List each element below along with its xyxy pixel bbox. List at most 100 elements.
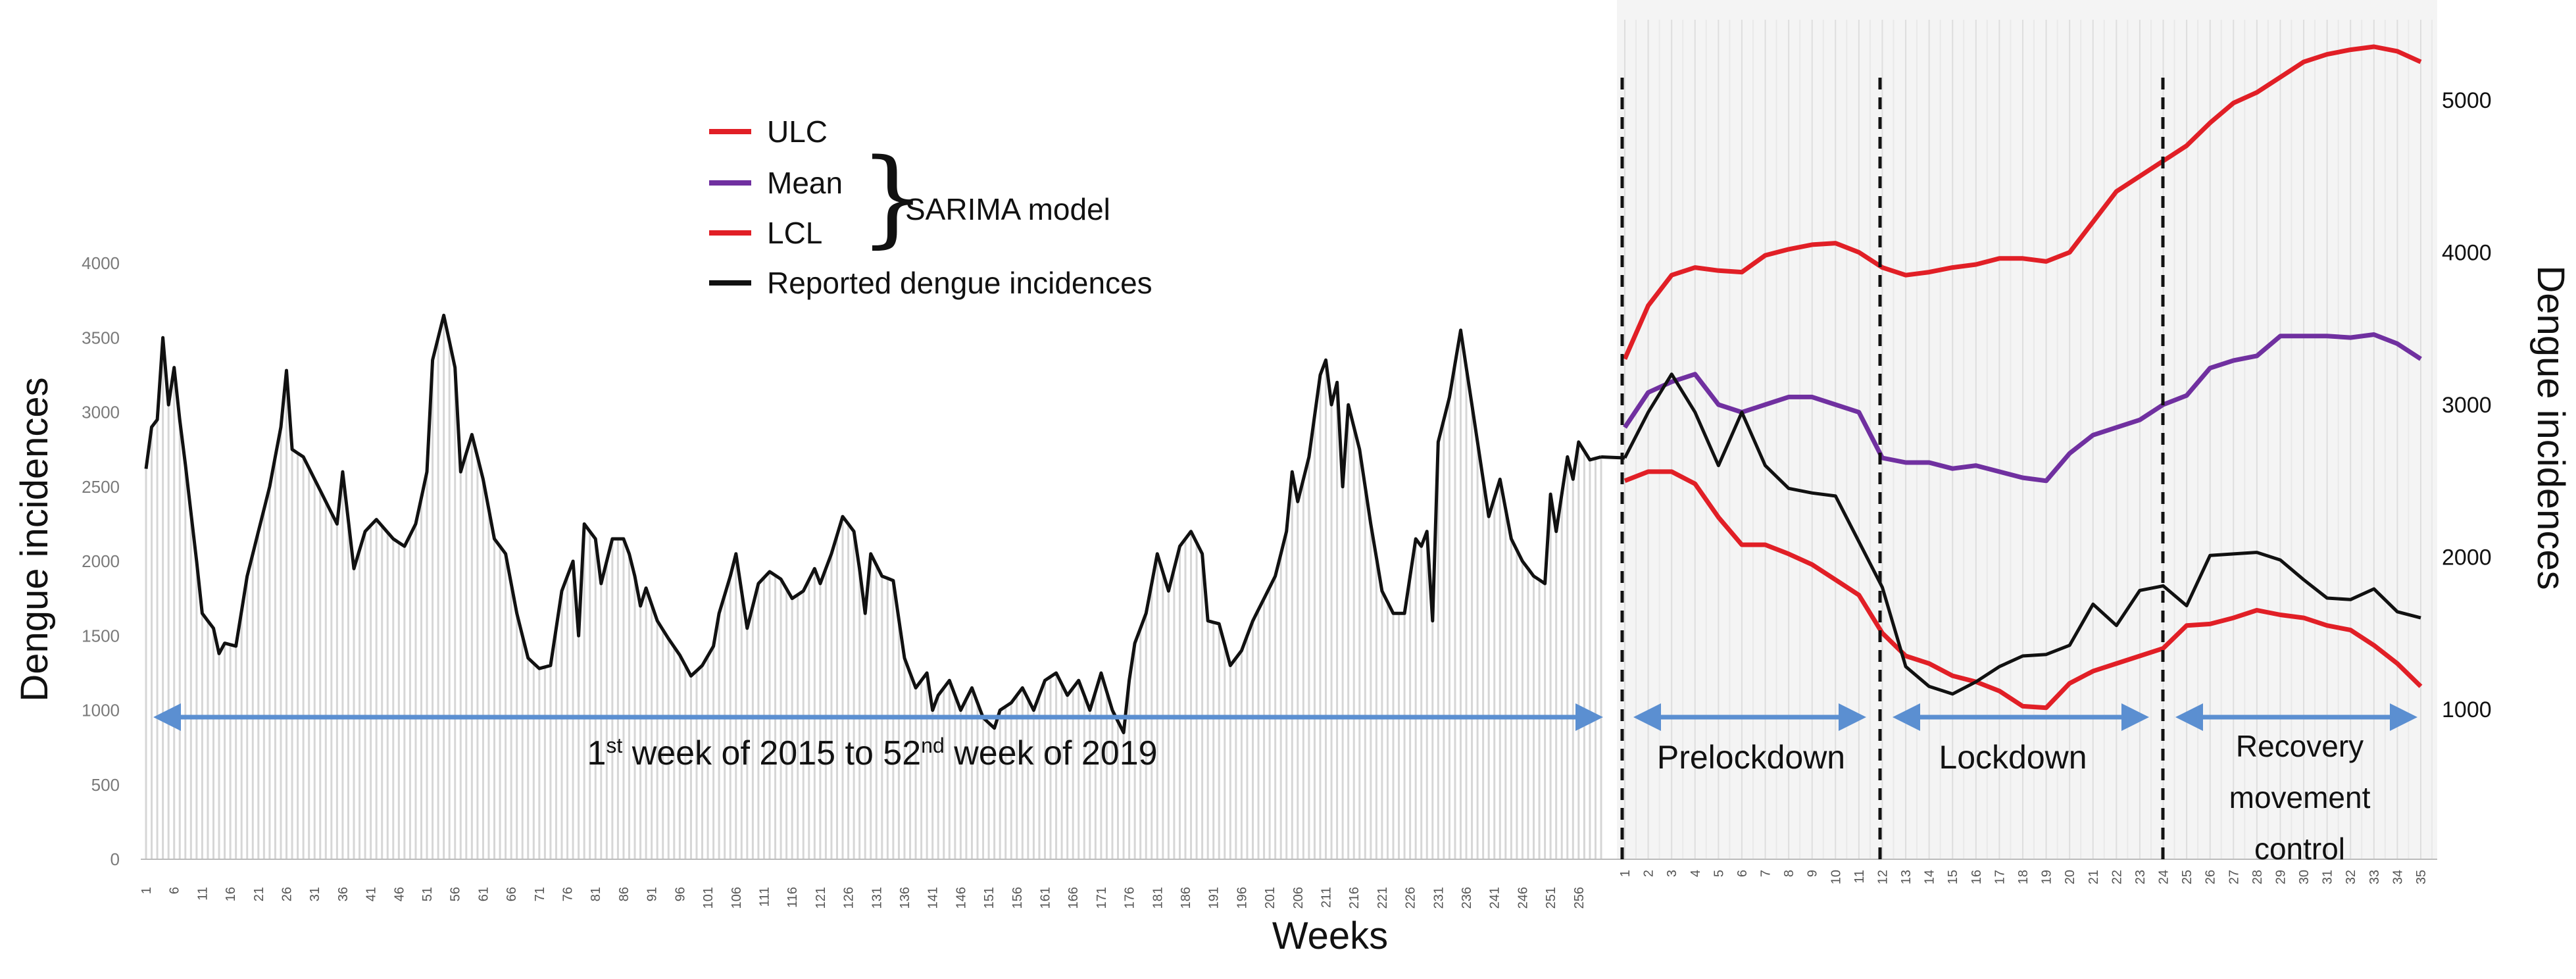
x-tick-label: 111 [757, 887, 772, 907]
recovery-label-line1: Recovery [2236, 729, 2364, 763]
x-tick-label-2020: 26 [2204, 870, 2218, 884]
x-tick-label: 106 [730, 887, 744, 909]
x-tick-label: 116 [785, 887, 800, 908]
legend-label-mean: Mean [767, 166, 843, 200]
x-tick-label-2020: 34 [2390, 870, 2405, 884]
left-tick-label: 4000 [82, 253, 120, 273]
x-tick-label: 1 [139, 887, 154, 894]
x-tick-label-2020: 12 [1875, 870, 1890, 884]
x-tick-label: 41 [364, 887, 379, 901]
x-tick-label-2020: 5 [1712, 870, 1726, 877]
x-tick-label: 131 [870, 887, 884, 909]
x-tick-label-2020: 1 [1618, 870, 1633, 877]
x-tick-label: 256 [1572, 887, 1587, 909]
right-axis-ticks: 1000 2000 3000 4000 5000 [2442, 88, 2492, 722]
x-tick-label: 161 [1038, 887, 1053, 909]
x-tick-label: 46 [392, 887, 407, 901]
x-tick-label-2020: 22 [2110, 870, 2124, 884]
x-tick-label: 6 [168, 887, 182, 894]
x-tick-label: 156 [1010, 887, 1025, 909]
x-tick-label: 96 [673, 887, 687, 901]
x-tick-label: 201 [1263, 887, 1277, 909]
x-tick-label: 86 [617, 887, 632, 901]
x-tick-label-2020: 10 [1829, 870, 1843, 884]
legend-group-label: SARIMA model [905, 192, 1110, 226]
x-tick-label-2020: 33 [2367, 870, 2382, 884]
legend: ULC Mean LCL } SARIMA model Reported den… [709, 114, 1152, 300]
series-layer [144, 44, 2423, 734]
x-tick-label: 121 [814, 887, 828, 909]
x-tick-label: 211 [1320, 887, 1334, 908]
x-axis-ticks: 1 6 11 16 21 26 31 36 41 46 51 56 61 66 71 76 81 86 91 96 10… [139, 870, 2429, 909]
left-tick-label: 500 [91, 775, 120, 795]
x-tick-label-2020: 24 [2157, 870, 2171, 884]
x-tick-label-2020: 8 [1782, 870, 1796, 877]
x-tick-label-2020: 20 [2063, 870, 2077, 884]
x-tick-label-2020: 11 [1852, 870, 1867, 884]
x-tick-label: 176 [1123, 887, 1137, 909]
left-tick-label: 3000 [82, 403, 120, 422]
x-tick-label: 56 [449, 887, 463, 901]
recovery-label-line2: movement [2229, 780, 2371, 815]
x-tick-label-2020: 29 [2273, 870, 2288, 884]
x-tick-label: 71 [533, 887, 547, 901]
x-tick-label: 196 [1235, 887, 1249, 909]
x-tick-label-2020: 13 [1899, 870, 1914, 884]
x-tick-label-2020: 3 [1665, 870, 1679, 877]
right-tick-label: 5000 [2442, 88, 2492, 113]
x-tick-label: 101 [701, 887, 716, 909]
x-tick-label-2020: 18 [2016, 870, 2031, 884]
x-tick-label-2020: 23 [2133, 870, 2148, 884]
x-tick-label: 241 [1488, 887, 1502, 909]
series-reported-2020 [1623, 372, 2421, 696]
lockdown-label: Lockdown [1939, 739, 2087, 776]
x-tick-label: 191 [1207, 887, 1222, 909]
x-tick-label: 76 [561, 887, 576, 901]
x-tick-label: 236 [1460, 887, 1474, 909]
x-tick-label: 91 [645, 887, 660, 901]
left-tick-label: 3500 [82, 328, 120, 347]
x-tick-label: 81 [589, 887, 603, 901]
forecast-gridlines-layer [141, 20, 2437, 860]
x-tick-label: 11 [195, 887, 210, 901]
x-tick-label: 16 [224, 887, 238, 901]
x-tick-label-2020: 32 [2344, 870, 2358, 884]
x-tick-label-2020: 4 [1689, 870, 1703, 877]
x-tick-label: 26 [280, 887, 295, 901]
x-tick-label: 51 [420, 887, 435, 901]
x-tick-label: 231 [1431, 887, 1446, 909]
x-axis-title: Weeks [1272, 915, 1388, 957]
x-tick-label: 126 [842, 887, 856, 909]
x-tick-label: 36 [336, 887, 351, 901]
x-tick-label: 66 [505, 887, 519, 901]
x-tick-label-2020: 25 [2180, 870, 2194, 884]
x-tick-label: 166 [1066, 887, 1081, 909]
y-axis-title-left: Dengue incidences [13, 377, 56, 701]
x-tick-label-2020: 31 [2321, 870, 2335, 884]
legend-label-ulc: ULC [767, 114, 828, 149]
series-ulc [1622, 44, 2422, 361]
left-axis-ticks: 0 500 1000 1500 2000 2500 3000 3500 4000 [82, 253, 120, 869]
x-tick-label: 151 [982, 887, 997, 909]
x-tick-label-2020: 9 [1806, 870, 1820, 877]
x-tick-label-2020: 21 [2087, 870, 2101, 884]
recovery-label-line3: control [2254, 832, 2345, 866]
y-axis-title-right: Dengue incidences [2529, 265, 2572, 590]
x-tick-label-2020: 6 [1735, 870, 1750, 877]
left-tick-label: 1500 [82, 626, 120, 645]
x-tick-label: 61 [476, 887, 491, 901]
x-tick-label: 171 [1095, 887, 1109, 909]
series-mean [1623, 332, 2422, 484]
left-tick-label: 2000 [82, 551, 120, 571]
x-tick-label: 186 [1179, 887, 1193, 909]
x-tick-label: 221 [1375, 887, 1390, 909]
x-tick-label-2020: 30 [2297, 870, 2312, 884]
x-tick-label-2020: 19 [2040, 870, 2054, 884]
x-tick-label-2020: 35 [2414, 870, 2429, 884]
right-tick-label: 1000 [2442, 697, 2492, 722]
x-tick-label-2020: 28 [2250, 870, 2265, 884]
right-tick-label: 4000 [2442, 241, 2492, 266]
x-tick-label: 21 [252, 887, 266, 901]
x-tick-label: 251 [1544, 887, 1558, 909]
